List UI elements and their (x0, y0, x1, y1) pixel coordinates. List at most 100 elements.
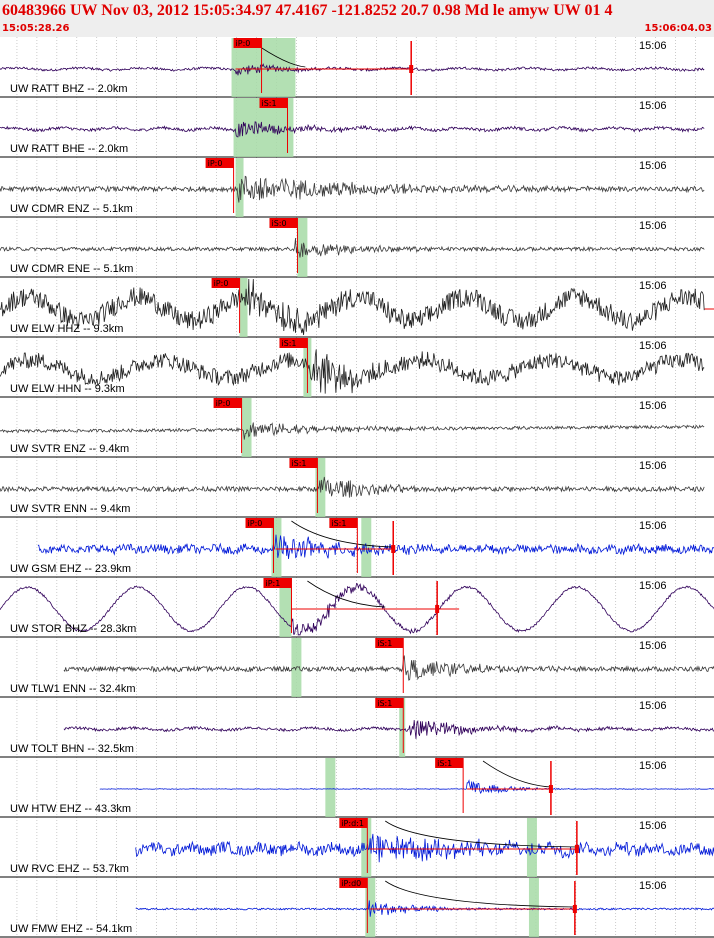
minute-tick-label: 15:06 (639, 520, 667, 532)
trace-row-1: iS:1 UW RATT BHE -- 2.0km 15:06 (0, 98, 714, 158)
station-label: UW TOLT BHN -- 32.5km (10, 743, 134, 755)
waveform (135, 833, 714, 863)
waveform (0, 63, 705, 76)
minute-tick-label: 15:06 (639, 280, 667, 292)
header-bar: 60483966 UW Nov 03, 2012 15:05:34.97 47.… (0, 0, 714, 37)
waveform (63, 655, 714, 681)
waveform (0, 121, 705, 138)
station-label: UW ELW HHZ -- 9.3km (10, 323, 123, 335)
station-label: UW CDMR ENZ -- 5.1km (10, 203, 133, 215)
phase-pick-label-bg (375, 698, 404, 708)
phase-pick-label-bg (289, 458, 318, 468)
phase-pick-label-bg (259, 98, 288, 108)
station-label: UW SVTR ENZ -- 9.4km (10, 443, 129, 455)
phase-pick-label-bg (245, 518, 274, 528)
model-band (365, 878, 376, 937)
coda-flag-marker (409, 65, 414, 73)
coda-flag-marker (391, 545, 396, 553)
seismogram-panel[interactable]: iP:0 UW RATT BHZ -- 2.0km 15:06 iS:1 UW RATT… (0, 37, 714, 938)
phase-pick-label-bg (339, 878, 368, 888)
trace-row-10: iS:1 UW TLW1 ENN -- 32.4km 15:06 (0, 638, 714, 698)
phase-pick-label: iS:1 (291, 459, 306, 468)
window-end-time: 15:06:04.03 (644, 23, 712, 34)
minute-tick-label: 15:06 (639, 760, 667, 772)
trace-row-2: iP:0 UW CDMR ENZ -- 5.1km 15:06 (0, 158, 714, 218)
station-label: UW RATT BHE -- 2.0km (10, 143, 128, 155)
station-label: UW STOR BHZ -- 28.3km (10, 623, 136, 635)
phase-pick-label: iS:1 (281, 339, 296, 348)
trace-row-12: iS:1 UW HTW EHZ -- 43.3km 15:06 (0, 758, 714, 818)
phase-pick-label: iS:1 (261, 99, 276, 108)
window-start-time: 15:05:28.26 (2, 23, 70, 34)
phase-pick-label-bg (263, 578, 292, 588)
phase-pick-label: iP:d:1 (341, 819, 364, 828)
phase-pick-label: iS:1 (377, 639, 392, 648)
minute-tick-label: 15:06 (639, 40, 667, 52)
minute-tick-label: 15:06 (639, 460, 667, 472)
phase-pick-label: iP:0 (214, 279, 229, 288)
station-label: UW RVC EHZ -- 53.7km (10, 863, 129, 875)
trace-row-6: iP:0 UW SVTR ENZ -- 9.4km 15:06 (0, 398, 714, 458)
phase-pick-label-bg-2 (329, 518, 358, 528)
phase-pick-label-bg (435, 758, 464, 768)
station-label: UW GSM EHZ -- 23.9km (10, 563, 131, 575)
phase-pick-label-bg (205, 158, 234, 168)
phase-pick-label-bg (375, 638, 404, 648)
coda-envelope (385, 880, 575, 908)
model-band (325, 758, 336, 817)
waveform (99, 779, 714, 795)
trace-row-4: iP:0 UW ELW HHZ -- 9.3km 15:06 (0, 278, 714, 338)
coda-flag-marker (548, 785, 553, 793)
phase-pick-label: iP:0 (248, 519, 263, 528)
phase-pick-label: iS:1 (437, 759, 452, 768)
station-label: UW RATT BHZ -- 2.0km (10, 83, 128, 95)
phase-pick-label-bg (211, 278, 240, 288)
waveform (0, 422, 705, 440)
coda-envelope (385, 820, 577, 848)
phase-pick-label-bg (213, 398, 242, 408)
phase-pick-label: iP:0 (208, 159, 223, 168)
model-band-2 (528, 878, 539, 937)
minute-tick-label: 15:06 (639, 700, 667, 712)
waveform (63, 719, 714, 739)
station-label: UW ELW HHN -- 9.3km (10, 383, 125, 395)
minute-tick-label: 15:06 (639, 880, 667, 892)
minute-tick-label: 15:06 (639, 640, 667, 652)
phase-pick-label: iS:0 (271, 219, 286, 228)
trace-row-3: iS:0 UW CDMR ENE -- 5.1km 15:06 (0, 218, 714, 278)
phase-pick-label: iP:0 (216, 399, 231, 408)
trace-row-0: iP:0 UW RATT BHZ -- 2.0km 15:06 (0, 38, 714, 98)
trace-row-13: iP:d:1 UW RVC EHZ -- 53.7km 15:06 (0, 818, 714, 878)
coda-flag-marker (574, 845, 579, 853)
waveform (0, 278, 705, 336)
minute-tick-label: 15:06 (639, 580, 667, 592)
phase-pick-label-2: iS:1 (331, 519, 346, 528)
model-band (239, 278, 248, 337)
coda-envelope (482, 760, 551, 788)
waveform (0, 349, 705, 394)
coda-envelope (307, 580, 386, 608)
phase-pick-label: iP:d0 (341, 879, 361, 888)
station-label: UW CDMR ENE -- 5.1km (10, 263, 133, 275)
station-label: UW SVTR ENN -- 9.4km (10, 503, 130, 515)
minute-tick-label: 15:06 (639, 160, 667, 172)
event-title: 60483966 UW Nov 03, 2012 15:05:34.97 47.… (2, 2, 613, 19)
phase-pick-label: iP:0 (236, 39, 251, 48)
model-band (279, 578, 292, 637)
coda-envelope (291, 520, 394, 548)
phase-pick-label-bg (269, 218, 298, 228)
station-label: UW TLW1 ENN -- 32.4km (10, 683, 136, 695)
trace-row-8: iP:0 iS:1 UW GSM EHZ -- 23.9km 15:06 (0, 518, 714, 578)
trace-row-7: iS:1 UW SVTR ENN -- 9.4km 15:06 (0, 458, 714, 518)
minute-tick-label: 15:06 (639, 400, 667, 412)
coda-flag-marker (435, 605, 440, 613)
phase-pick-label-bg (279, 338, 308, 348)
minute-tick-label: 15:06 (639, 340, 667, 352)
waveform (37, 534, 714, 560)
minute-tick-label: 15:06 (639, 100, 667, 112)
trace-row-5: iS:1 UW ELW HHN -- 9.3km 15:06 (0, 338, 714, 398)
phase-pick-label: iP:1 (265, 579, 280, 588)
model-band (399, 698, 406, 757)
waveform (0, 237, 705, 258)
phase-pick-label-bg (233, 38, 262, 48)
